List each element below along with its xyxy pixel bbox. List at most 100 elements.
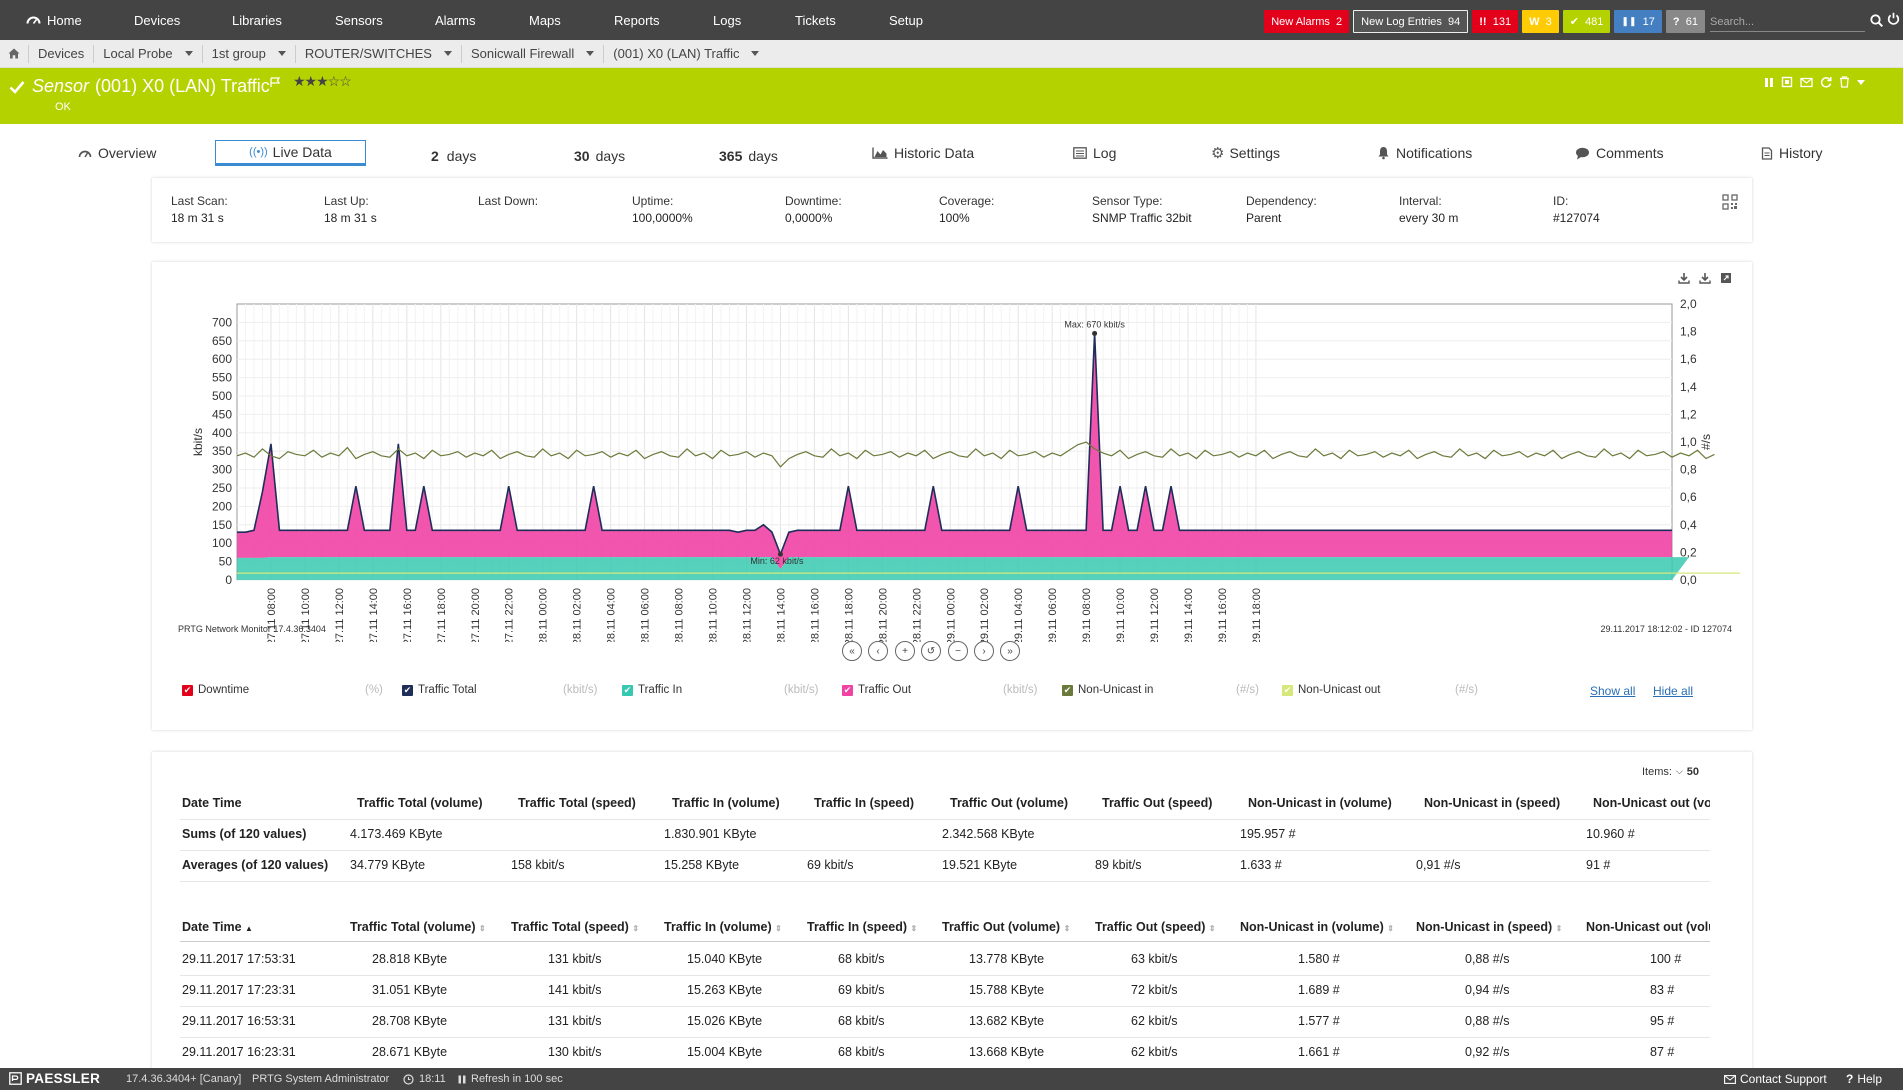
breadcrumb-group[interactable]: 1st group (203, 44, 296, 63)
download-icon[interactable] (1699, 272, 1711, 284)
trash-icon[interactable] (1839, 76, 1850, 88)
column-header-traffic-total-speed[interactable]: Traffic Total (speed) ⇕ (511, 920, 639, 934)
qr-code-icon[interactable] (1722, 194, 1738, 210)
chart-zoom-out-button[interactable]: − (948, 641, 968, 661)
tab-comments-label: Comments (1596, 145, 1664, 161)
tab-history[interactable]: History (1761, 140, 1823, 166)
tab-overview[interactable]: Overview (78, 140, 156, 166)
refresh-icon[interactable] (1820, 76, 1832, 88)
legend-checkbox[interactable]: ✔ (1282, 684, 1293, 696)
contact-support-link[interactable]: Contact Support (1724, 1072, 1827, 1086)
legend-checkbox[interactable]: ✔ (182, 684, 193, 696)
chart-zoom-in-button[interactable]: + (895, 641, 915, 661)
chevron-down-icon[interactable] (184, 51, 193, 56)
new-alarms-badge[interactable]: New Alarms 2 (1264, 10, 1350, 33)
user-text[interactable]: PRTG System Administrator (252, 1073, 390, 1085)
legend-unit: (kbit/s) (784, 684, 819, 696)
priority-stars[interactable]: ★★★☆☆ (293, 73, 352, 89)
down-sensors-badge[interactable]: !! 131 (1472, 10, 1519, 33)
nav-alarms[interactable]: Alarms (435, 13, 476, 28)
legend-checkbox[interactable]: ✔ (842, 684, 853, 696)
column-header-non-unicast-out-volume[interactable]: Non-Unicast out (volu (1586, 920, 1710, 934)
breadcrumb-sensor[interactable]: (001) X0 (LAN) Traffic (604, 45, 768, 63)
search-input[interactable] (1710, 12, 1865, 32)
tab-30-days[interactable]: 30 days (574, 143, 625, 169)
legend-traffic-in[interactable]: ✔ Traffic In (kbit/s) (622, 684, 819, 696)
nav-devices[interactable]: Devices (134, 13, 181, 28)
nav-setup[interactable]: Setup (889, 13, 923, 28)
tab-log[interactable]: Log (1073, 140, 1116, 166)
help-link[interactable]: ? Help (1846, 1072, 1882, 1086)
email-icon[interactable] (1800, 77, 1813, 88)
legend-traffic-total[interactable]: ✔ Traffic Total (kbit/s) (402, 684, 598, 696)
search-icon[interactable] (1870, 14, 1883, 27)
tab-comments[interactable]: Comments (1575, 140, 1664, 166)
chevron-down-icon[interactable] (1857, 79, 1865, 85)
column-header-traffic-out-volume[interactable]: Traffic Out (volume) ⇕ (942, 920, 1070, 934)
column-header-non-unicast-in-volume[interactable]: Non-Unicast in (volume) ⇕ (1240, 920, 1394, 934)
nav-libraries[interactable]: Libraries (232, 13, 282, 28)
nav-logs[interactable]: Logs (713, 13, 742, 28)
chart-next-button[interactable]: › (974, 641, 994, 661)
sort-icon: ⇕ (775, 924, 782, 933)
legend-checkbox[interactable]: ✔ (402, 684, 413, 696)
unknown-sensors-badge[interactable]: ? 61 (1665, 10, 1705, 33)
up-sensors-badge[interactable]: ✔ 481 (1562, 10, 1611, 33)
legend-non-unicast-out[interactable]: ✔ Non-Unicast out (#/s) (1282, 684, 1478, 696)
tab-2-days[interactable]: 2 days (431, 143, 476, 169)
column-header-date-time[interactable]: Date Time ▲ (182, 920, 253, 934)
breadcrumb-local-probe[interactable]: Local Probe (94, 44, 203, 63)
chart-last-button[interactable]: » (1000, 641, 1020, 661)
nav-reports[interactable]: Reports (614, 13, 660, 28)
flag-icon[interactable] (270, 77, 281, 88)
pause-icon[interactable] (1764, 77, 1774, 88)
chevron-down-icon[interactable] (277, 51, 286, 56)
chevron-down-icon[interactable] (751, 51, 760, 56)
hide-all-link[interactable]: Hide all (1653, 684, 1694, 698)
legend-downtime[interactable]: ✔ Downtime (%) (182, 684, 383, 696)
tab-historic-data[interactable]: Historic Data (872, 140, 974, 166)
legend-checkbox[interactable]: ✔ (1062, 684, 1073, 696)
breadcrumb-home[interactable] (0, 44, 29, 63)
tab-365-days[interactable]: 365 days (719, 143, 778, 169)
legend-non-unicast-in[interactable]: ✔ Non-Unicast in (#/s) (1062, 684, 1259, 696)
chevron-down-icon[interactable] (586, 51, 595, 56)
breadcrumb-router-switches[interactable]: ROUTER/SWITCHES (296, 44, 462, 63)
column-header-traffic-in-volume[interactable]: Traffic In (volume) ⇕ (664, 920, 782, 934)
legend-label: Traffic Out (858, 684, 912, 696)
column-header-traffic-total-volume[interactable]: Traffic Total (volume) ⇕ (350, 920, 486, 934)
show-all-link[interactable]: Show all (1590, 684, 1636, 698)
download-icon[interactable] (1678, 272, 1690, 284)
nav-sensors[interactable]: Sensors (335, 13, 383, 28)
tab-live-data[interactable]: ((•)) Live Data (215, 140, 366, 166)
nav-tickets[interactable]: Tickets (795, 13, 836, 28)
fact-last-scan: Last Scan: 18 m 31 s (171, 194, 228, 225)
clone-icon[interactable] (1781, 76, 1793, 88)
broadcast-icon: ((•)) (249, 146, 268, 158)
power-icon[interactable] (1887, 12, 1900, 25)
paessler-logo[interactable]: PAESSLER (9, 1071, 100, 1086)
items-per-page[interactable]: Items: ⌵ 50 (1642, 766, 1699, 778)
nav-maps[interactable]: Maps (529, 13, 561, 28)
refresh-timer[interactable]: Refresh in 100 sec (458, 1073, 563, 1085)
paused-sensors-badge[interactable]: ❚❚ 17 (1614, 10, 1662, 33)
expand-icon[interactable] (1720, 272, 1732, 284)
breadcrumb-devices[interactable]: Devices (29, 44, 95, 63)
chart-reset-button[interactable]: ↺ (921, 641, 941, 661)
new-log-entries-badge[interactable]: New Log Entries 94 (1353, 10, 1469, 33)
column-header-traffic-out-speed[interactable]: Traffic Out (speed) ⇕ (1095, 920, 1216, 934)
legend-checkbox[interactable]: ✔ (622, 684, 633, 696)
column-header-traffic-in-speed[interactable]: Traffic In (speed) ⇕ (807, 920, 917, 934)
column-header-label: Non-Unicast in (speed) (1416, 920, 1553, 934)
column-header-non-unicast-in-speed[interactable]: Non-Unicast in (speed) ⇕ (1416, 920, 1562, 934)
warning-sensors-badge[interactable]: W 3 (1522, 10, 1559, 33)
nav-home[interactable]: Home (26, 13, 82, 28)
chart-previous-button[interactable]: ‹ (868, 641, 888, 661)
chart-first-button[interactable]: « (842, 641, 862, 661)
legend-traffic-out[interactable]: ✔ Traffic Out (kbit/s) (842, 684, 1038, 696)
breadcrumb-device[interactable]: Sonicwall Firewall (462, 44, 605, 63)
tab-settings[interactable]: ⚙ Settings (1211, 140, 1280, 166)
tab-notifications[interactable]: Notifications (1377, 140, 1472, 166)
fact-value[interactable]: Parent (1246, 211, 1282, 225)
chevron-down-icon[interactable] (443, 51, 452, 56)
